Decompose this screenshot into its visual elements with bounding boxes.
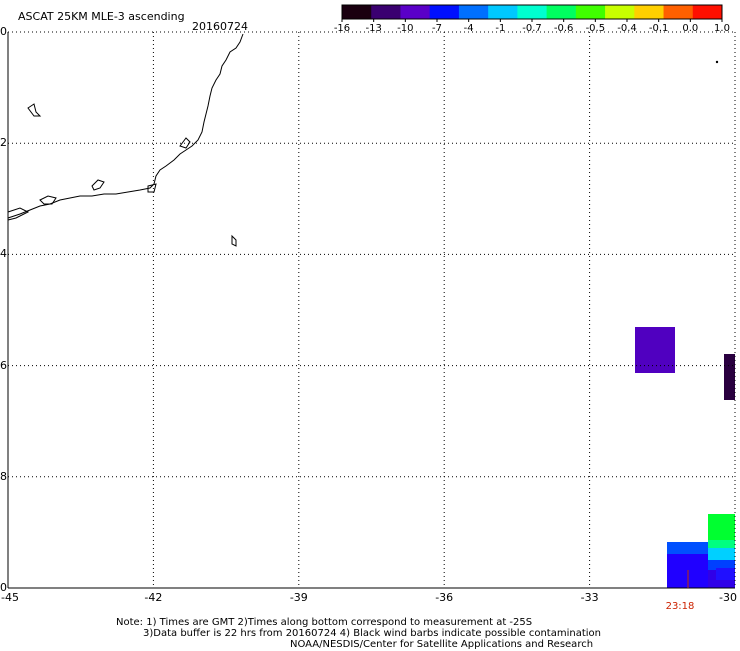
colorbar-swatch	[575, 5, 606, 19]
data-cell	[708, 560, 735, 570]
data-cell	[708, 548, 735, 560]
colorbar-swatch	[692, 5, 723, 19]
colorbar-swatch	[400, 5, 431, 19]
data-cell	[667, 542, 708, 554]
data-cell	[708, 514, 735, 544]
latitude-label: -28	[0, 469, 7, 483]
longitude-label: -39	[289, 591, 308, 604]
colorbar-swatch	[429, 5, 460, 19]
time-label: 23:18	[665, 601, 695, 612]
longitude-label: -42	[144, 591, 163, 604]
colorbar-tick-label: -4	[463, 23, 474, 34]
colorbar-swatch	[546, 5, 577, 19]
data-cell	[716, 568, 735, 580]
latitude-label: -24	[0, 247, 7, 261]
colorbar-tick-label: -1	[495, 23, 506, 34]
colorbar-tick-label: -0.5	[585, 23, 606, 34]
latitude-label: -20	[0, 25, 7, 38]
map-title: ASCAT 25KM MLE-3 ascending	[18, 10, 185, 23]
data-cell	[724, 354, 735, 400]
colorbar-swatch	[342, 5, 372, 19]
latitude-label: -30	[0, 581, 7, 594]
map-date: 20160724	[192, 20, 248, 33]
colorbar-tick-label: -16	[333, 23, 351, 34]
island-dot	[715, 60, 719, 64]
colorbar-swatch	[663, 5, 694, 19]
coastline	[7, 33, 244, 247]
colorbar-tick-label: -0.6	[553, 23, 574, 34]
note-line-1: Note: 1) Times are GMT 2)Times along bot…	[116, 617, 533, 628]
colorbar-swatch	[458, 5, 489, 19]
longitude-label: -33	[580, 591, 599, 604]
colorbar-tick-label: -7	[432, 23, 442, 34]
colorbar-swatch	[605, 5, 635, 19]
latitude-label: -22	[0, 136, 7, 150]
longitude-label: -45	[1, 591, 19, 604]
longitude-label: -36	[435, 591, 454, 604]
note-line-3: NOAA/NESDIS/Center for Satellite Applica…	[290, 639, 594, 650]
map-plot-area	[7, 31, 736, 589]
colorbar-swatch	[371, 5, 401, 19]
colorbar-swatch	[634, 5, 665, 19]
grid-lines	[7, 31, 736, 589]
colorbar-swatch	[517, 5, 548, 19]
longitude-label: -30	[719, 591, 737, 604]
colorbar	[341, 4, 723, 22]
colorbar-tick-label: 1.0	[714, 23, 730, 34]
colorbar-tick-label: -0.7	[522, 23, 542, 34]
colorbar-tick-label: 0.0	[682, 23, 699, 34]
colorbar-tick-label: -0.1	[648, 23, 669, 34]
colorbar-tick-label: -13	[365, 23, 382, 34]
colorbar-tick-label: -10	[397, 23, 414, 34]
note-line-2: 3)Data buffer is 22 hrs from 20160724 4)…	[143, 628, 601, 639]
latitude-label: -26	[0, 358, 7, 372]
data-cells	[635, 327, 735, 588]
colorbar-tick-label: -0.4	[617, 23, 637, 34]
colorbar-swatch	[488, 5, 518, 19]
